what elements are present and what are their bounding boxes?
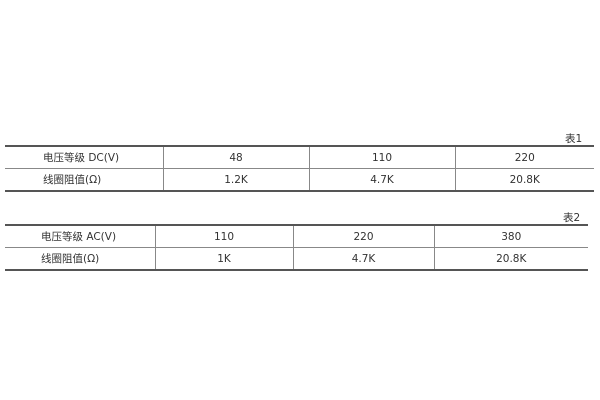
- table-cell: 4.7K: [292, 247, 434, 271]
- table-dc: 电压等级 DC(V) 48 110 220 线圈阻值(Ω) 1.2K 4.7K …: [5, 145, 594, 192]
- table-ac: 电压等级 AC(V) 110 220 380 线圈阻值(Ω) 1K 4.7K 2…: [5, 224, 588, 271]
- table-cell: 1.2K: [162, 168, 309, 192]
- table1-caption: 表1: [565, 133, 583, 145]
- table-cell: 1K: [154, 247, 293, 271]
- table-cell: 48: [162, 145, 309, 169]
- row-header: 电压等级 AC(V): [5, 224, 155, 248]
- table-cell: 110: [308, 145, 455, 169]
- table-cell: 220: [292, 224, 434, 248]
- table-row: 电压等级 AC(V) 110 220 380: [5, 224, 588, 248]
- table-cell: 220: [454, 145, 594, 169]
- table-row: 线圈阻值(Ω) 1K 4.7K 20.8K: [5, 247, 588, 271]
- table-cell: 20.8K: [433, 247, 588, 271]
- row-header: 线圈阻值(Ω): [5, 168, 163, 192]
- table-row: 线圈阻值(Ω) 1.2K 4.7K 20.8K: [5, 168, 594, 192]
- table-cell: 4.7K: [308, 168, 455, 192]
- row-header: 线圈阻值(Ω): [5, 247, 155, 271]
- row-header: 电压等级 DC(V): [5, 145, 163, 169]
- table-row: 电压等级 DC(V) 48 110 220: [5, 145, 594, 169]
- table-cell: 20.8K: [454, 168, 594, 192]
- table-cell: 110: [154, 224, 293, 248]
- table2-caption: 表2: [563, 212, 581, 224]
- table-cell: 380: [433, 224, 588, 248]
